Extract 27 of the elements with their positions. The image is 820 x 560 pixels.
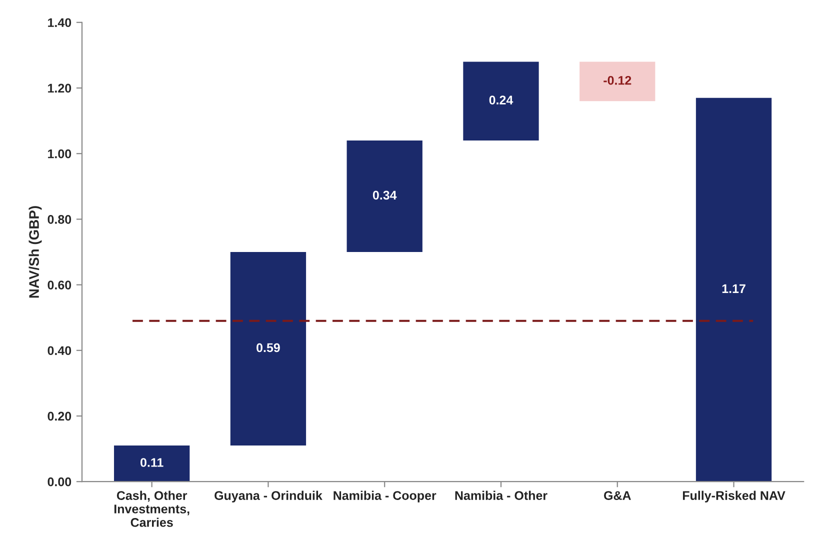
bar	[230, 252, 306, 446]
bar	[463, 62, 539, 140]
y-tick-label: 0.00	[48, 477, 72, 486]
bar	[346, 140, 422, 252]
data-label: 0.11	[140, 458, 164, 467]
bar	[696, 98, 772, 482]
y-tick-label: 1.40	[48, 18, 72, 28]
y-tick-label: 0.60	[48, 280, 72, 290]
data-label: 0.59	[256, 343, 280, 352]
data-label: 0.34	[372, 190, 397, 200]
data-label: 1.17	[722, 284, 746, 293]
x-tick-label: G&A	[604, 491, 631, 500]
x-tick-label: Namibia - Cooper	[334, 490, 436, 502]
data-label: -0.12	[604, 76, 632, 85]
x-tick-label: Cash, Other Investments, Carries	[114, 490, 190, 527]
y-tick-label: 1.00	[48, 149, 72, 158]
bar	[114, 446, 190, 482]
data-label: 0.24	[489, 96, 514, 104]
bar	[580, 62, 656, 102]
y-tick-label: 0.20	[48, 412, 72, 421]
y-tick-label: 0.40	[48, 346, 72, 356]
y-axis-title: NAV/Sh (GBP)	[28, 206, 42, 298]
x-tick-label: Fully-Risked NAV	[682, 490, 786, 502]
y-tick-label: 0.80	[48, 215, 72, 224]
x-tick-label: Namibia - Other	[455, 490, 548, 500]
x-tick-label: Guyana - Orinduik	[214, 490, 322, 502]
y-tick-label: 1.20	[48, 84, 72, 93]
